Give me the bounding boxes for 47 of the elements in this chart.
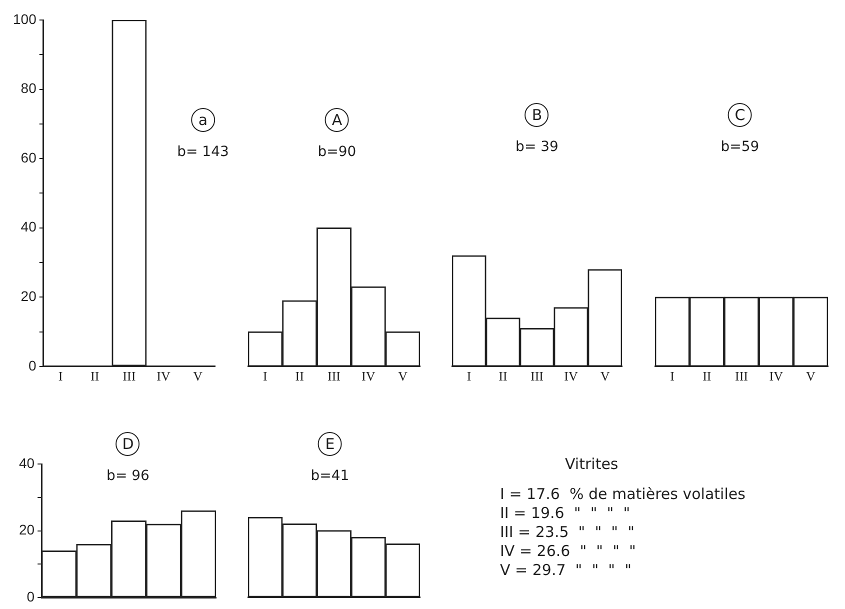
- text: C: [728, 103, 752, 127]
- x-tick-label: III: [328, 368, 340, 384]
- x-tick-label: IV: [564, 368, 578, 384]
- text: b=90: [318, 144, 356, 160]
- y-tick-label: 20: [20, 288, 37, 304]
- text: Vitrites: [565, 455, 620, 473]
- chart-subtitle: b= 96: [106, 468, 150, 484]
- text: b= 143: [177, 144, 229, 160]
- y-tick-label: 0: [28, 357, 37, 374]
- x-tick-label: III: [735, 368, 748, 384]
- x-tick-label: I: [670, 368, 674, 384]
- x-tick-label: I: [58, 368, 63, 384]
- x-tick-label: V: [193, 368, 204, 384]
- y-tick-label: 80: [20, 80, 37, 96]
- text: A: [325, 108, 349, 132]
- y-tick-label: 20: [18, 522, 35, 538]
- chart-title: E: [318, 432, 342, 456]
- x-tick-label: V: [806, 368, 816, 384]
- text: IV = 26.6 " " " ": [500, 542, 637, 561]
- y-tick-label: 40: [18, 454, 35, 471]
- x-tick-label: II: [295, 368, 304, 384]
- x-tick-label: V: [600, 368, 610, 384]
- text: III = 23.5 " " " ": [500, 523, 636, 542]
- y-tick-label: 40: [20, 218, 37, 235]
- x-tick-label: V: [398, 368, 408, 384]
- x-tick-label: IV: [362, 368, 376, 384]
- x-tick-label: I: [466, 368, 472, 384]
- text: I = 17.6 % de matières volatiles: [500, 485, 746, 504]
- x-tick-label: II: [498, 368, 508, 384]
- text: B: [524, 103, 549, 127]
- y-tick-label: 0: [26, 588, 35, 604]
- text: b= 39: [516, 139, 558, 155]
- text: a: [190, 108, 215, 132]
- x-tick-label: IV: [156, 368, 171, 384]
- x-tick-label: III: [530, 368, 544, 384]
- y-tick-label: 100: [13, 10, 37, 27]
- chart-title: D: [116, 432, 140, 456]
- text: II = 19.6 " " " ": [500, 504, 632, 523]
- text: V = 29.7 " " " ": [500, 561, 633, 580]
- x-tick-label: I: [263, 368, 268, 384]
- x-tick-label: III: [122, 368, 136, 384]
- x-tick-label: IV: [769, 368, 784, 384]
- chart-subtitle: b=41: [310, 468, 350, 484]
- x-tick-label: II: [90, 368, 100, 384]
- x-tick-label: II: [702, 368, 712, 384]
- text: b=59: [720, 139, 760, 155]
- y-tick-label: 60: [20, 149, 37, 166]
